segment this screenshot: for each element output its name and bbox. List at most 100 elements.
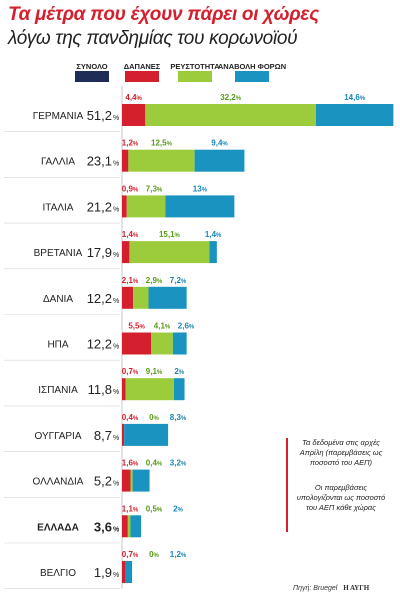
value-label-liquidity: 2,9% [146, 276, 163, 285]
total-value: 23,1 [87, 154, 112, 169]
country-label: ΟΥΓΓΑΡΙΑ [34, 431, 81, 442]
total-percent-sign: % [113, 206, 119, 213]
value-label-liquidity: 12,5% [151, 139, 173, 148]
bar-segment-spending [122, 378, 126, 401]
value-label-spending: 0,7% [122, 550, 139, 559]
value-label-liquidity: 9,1% [146, 367, 163, 376]
value-label-spending: 5,5% [128, 322, 145, 331]
value-label-tax-deferral: 14,6% [344, 93, 366, 102]
bar-segment-liquidity [125, 378, 174, 401]
legend-swatch-total [75, 71, 109, 82]
value-label-spending: 2,1% [122, 276, 139, 285]
total-value: 51,2 [87, 108, 112, 123]
bar-segment-tax-deferral [172, 332, 187, 355]
total-value: 3,6 [94, 519, 112, 534]
bar-segment-tax-deferral [148, 286, 187, 309]
bar-segment-liquidity [128, 149, 195, 172]
total-value: 1,9 [94, 565, 112, 580]
note-data-date: Τα δεδομένα στις αρχές Απρίλη (παρεμβάσε… [299, 438, 383, 467]
value-label-spending: 1,6% [122, 459, 139, 468]
total-value: 5,2 [94, 474, 112, 489]
note-divider [286, 438, 288, 532]
bar-segment-spending [122, 195, 127, 218]
total-value: 12,2 [87, 337, 112, 352]
value-label-tax-deferral: 2% [173, 504, 183, 513]
value-label-spending: 0,7% [122, 367, 139, 376]
value-label-liquidity: 7,3% [146, 184, 163, 193]
value-label-liquidity: 32,2% [220, 93, 242, 102]
bar-segment-spending [122, 104, 146, 126]
total-percent-sign: % [113, 526, 120, 533]
bar-segment-liquidity [130, 469, 133, 492]
country-label: ΔΑΝΙΑ [43, 294, 73, 305]
legend-label-tax-deferral: ΑΝΑΒΟΛΗ ΦΟΡΩΝ [217, 62, 287, 71]
legend-label-total: ΣΥΝΟΛΟ [76, 62, 108, 71]
total-value: 21,2 [87, 199, 112, 214]
bar-segment-spending [122, 149, 129, 172]
value-label-tax-deferral: 9,4% [211, 139, 228, 148]
total-percent-sign: % [113, 481, 119, 488]
value-label-tax-deferral: 7,2% [170, 276, 187, 285]
value-label-tax-deferral: 1,2% [170, 550, 187, 559]
bar-segment-spending [122, 469, 131, 492]
total-percent-sign: % [113, 435, 119, 442]
country-label: ΙΤΑΛΙΑ [43, 202, 74, 213]
total-percent-sign: % [113, 344, 119, 351]
total-percent-sign: % [113, 115, 119, 122]
value-label-liquidity: 0,5% [146, 504, 163, 513]
total-percent-sign: % [113, 161, 119, 168]
value-label-liquidity: 0% [149, 413, 159, 422]
country-label: ΟΛΛΑΝΔΙΑ [33, 477, 84, 488]
country-label: ΙΣΠΑΝΙΑ [38, 385, 78, 396]
total-value: 8,7 [94, 428, 112, 443]
value-label-spending: 0,9% [122, 184, 139, 193]
chart-title: Τα μέτρα που έχουν πάρει οι χώρες [8, 4, 319, 25]
source-credit: Πηγή: Bruegel Η ΑΥΓΗ [293, 584, 369, 592]
bar-segment-tax-deferral [194, 149, 245, 172]
value-label-spending: 1,1% [122, 504, 139, 513]
total-percent-sign: % [113, 252, 119, 259]
publisher-logo: Η ΑΥΓΗ [343, 584, 370, 592]
value-label-spending: 1,2% [122, 139, 139, 148]
bar-segment-spending [122, 332, 152, 355]
bar-segment-tax-deferral [209, 241, 217, 264]
legend-swatch-spending [125, 71, 159, 82]
bar-segment-spending [122, 286, 134, 309]
bar-segment-tax-deferral [132, 469, 150, 492]
value-label-liquidity: 4,1% [154, 322, 171, 331]
value-label-spending: 0,4% [122, 413, 139, 422]
value-label-tax-deferral: 2% [174, 367, 184, 376]
total-percent-sign: % [113, 572, 119, 579]
chart-subtitle: λόγω της πανδημίας του κορωνοϊού [8, 28, 298, 49]
total-value: 17,9 [87, 245, 112, 260]
legend-label-liquidity: ΡΕΥΣΤΟΤΗΤΑ [170, 62, 220, 71]
bar-segment-tax-deferral [124, 423, 169, 446]
bar-segment-liquidity [145, 104, 316, 126]
country-label: ΒΕΛΓΙΟ [40, 568, 76, 579]
value-label-spending: 4,4% [125, 93, 142, 102]
bar-segment-liquidity [151, 332, 173, 355]
value-label-spending: 1,4% [122, 230, 139, 239]
bar-segment-tax-deferral [130, 515, 142, 538]
value-label-tax-deferral: 1,4% [205, 230, 222, 239]
source-text: Πηγή: Bruegel [293, 585, 338, 592]
legend-label-spending: ΔΑΠΑΝΕΣ [123, 62, 161, 71]
bar-segment-liquidity [133, 286, 149, 309]
bar-segment-spending [122, 561, 126, 583]
note-gdp-basis: Οι παρεμβάσεις υπολογίζονται ως ποσοστό … [296, 483, 386, 512]
legend-swatch-tax-deferral [235, 71, 269, 82]
value-label-liquidity: 15,1% [159, 230, 181, 239]
bar-segment-tax-deferral [125, 561, 133, 583]
value-label-tax-deferral: 13% [193, 184, 208, 193]
value-label-liquidity: 0,4% [146, 459, 163, 468]
total-percent-sign: % [113, 298, 119, 305]
country-label: ΓΕΡΜΑΝΙΑ [33, 111, 84, 122]
country-label: ΓΑΛΛΙΑ [41, 157, 75, 168]
bar-segment-spending [122, 423, 125, 446]
bar-segment-spending [122, 515, 128, 538]
bar-segment-liquidity [129, 241, 210, 264]
bar-segment-liquidity [126, 195, 166, 218]
country-label: ΗΠΑ [47, 340, 68, 351]
value-label-tax-deferral: 2,6% [178, 322, 195, 331]
